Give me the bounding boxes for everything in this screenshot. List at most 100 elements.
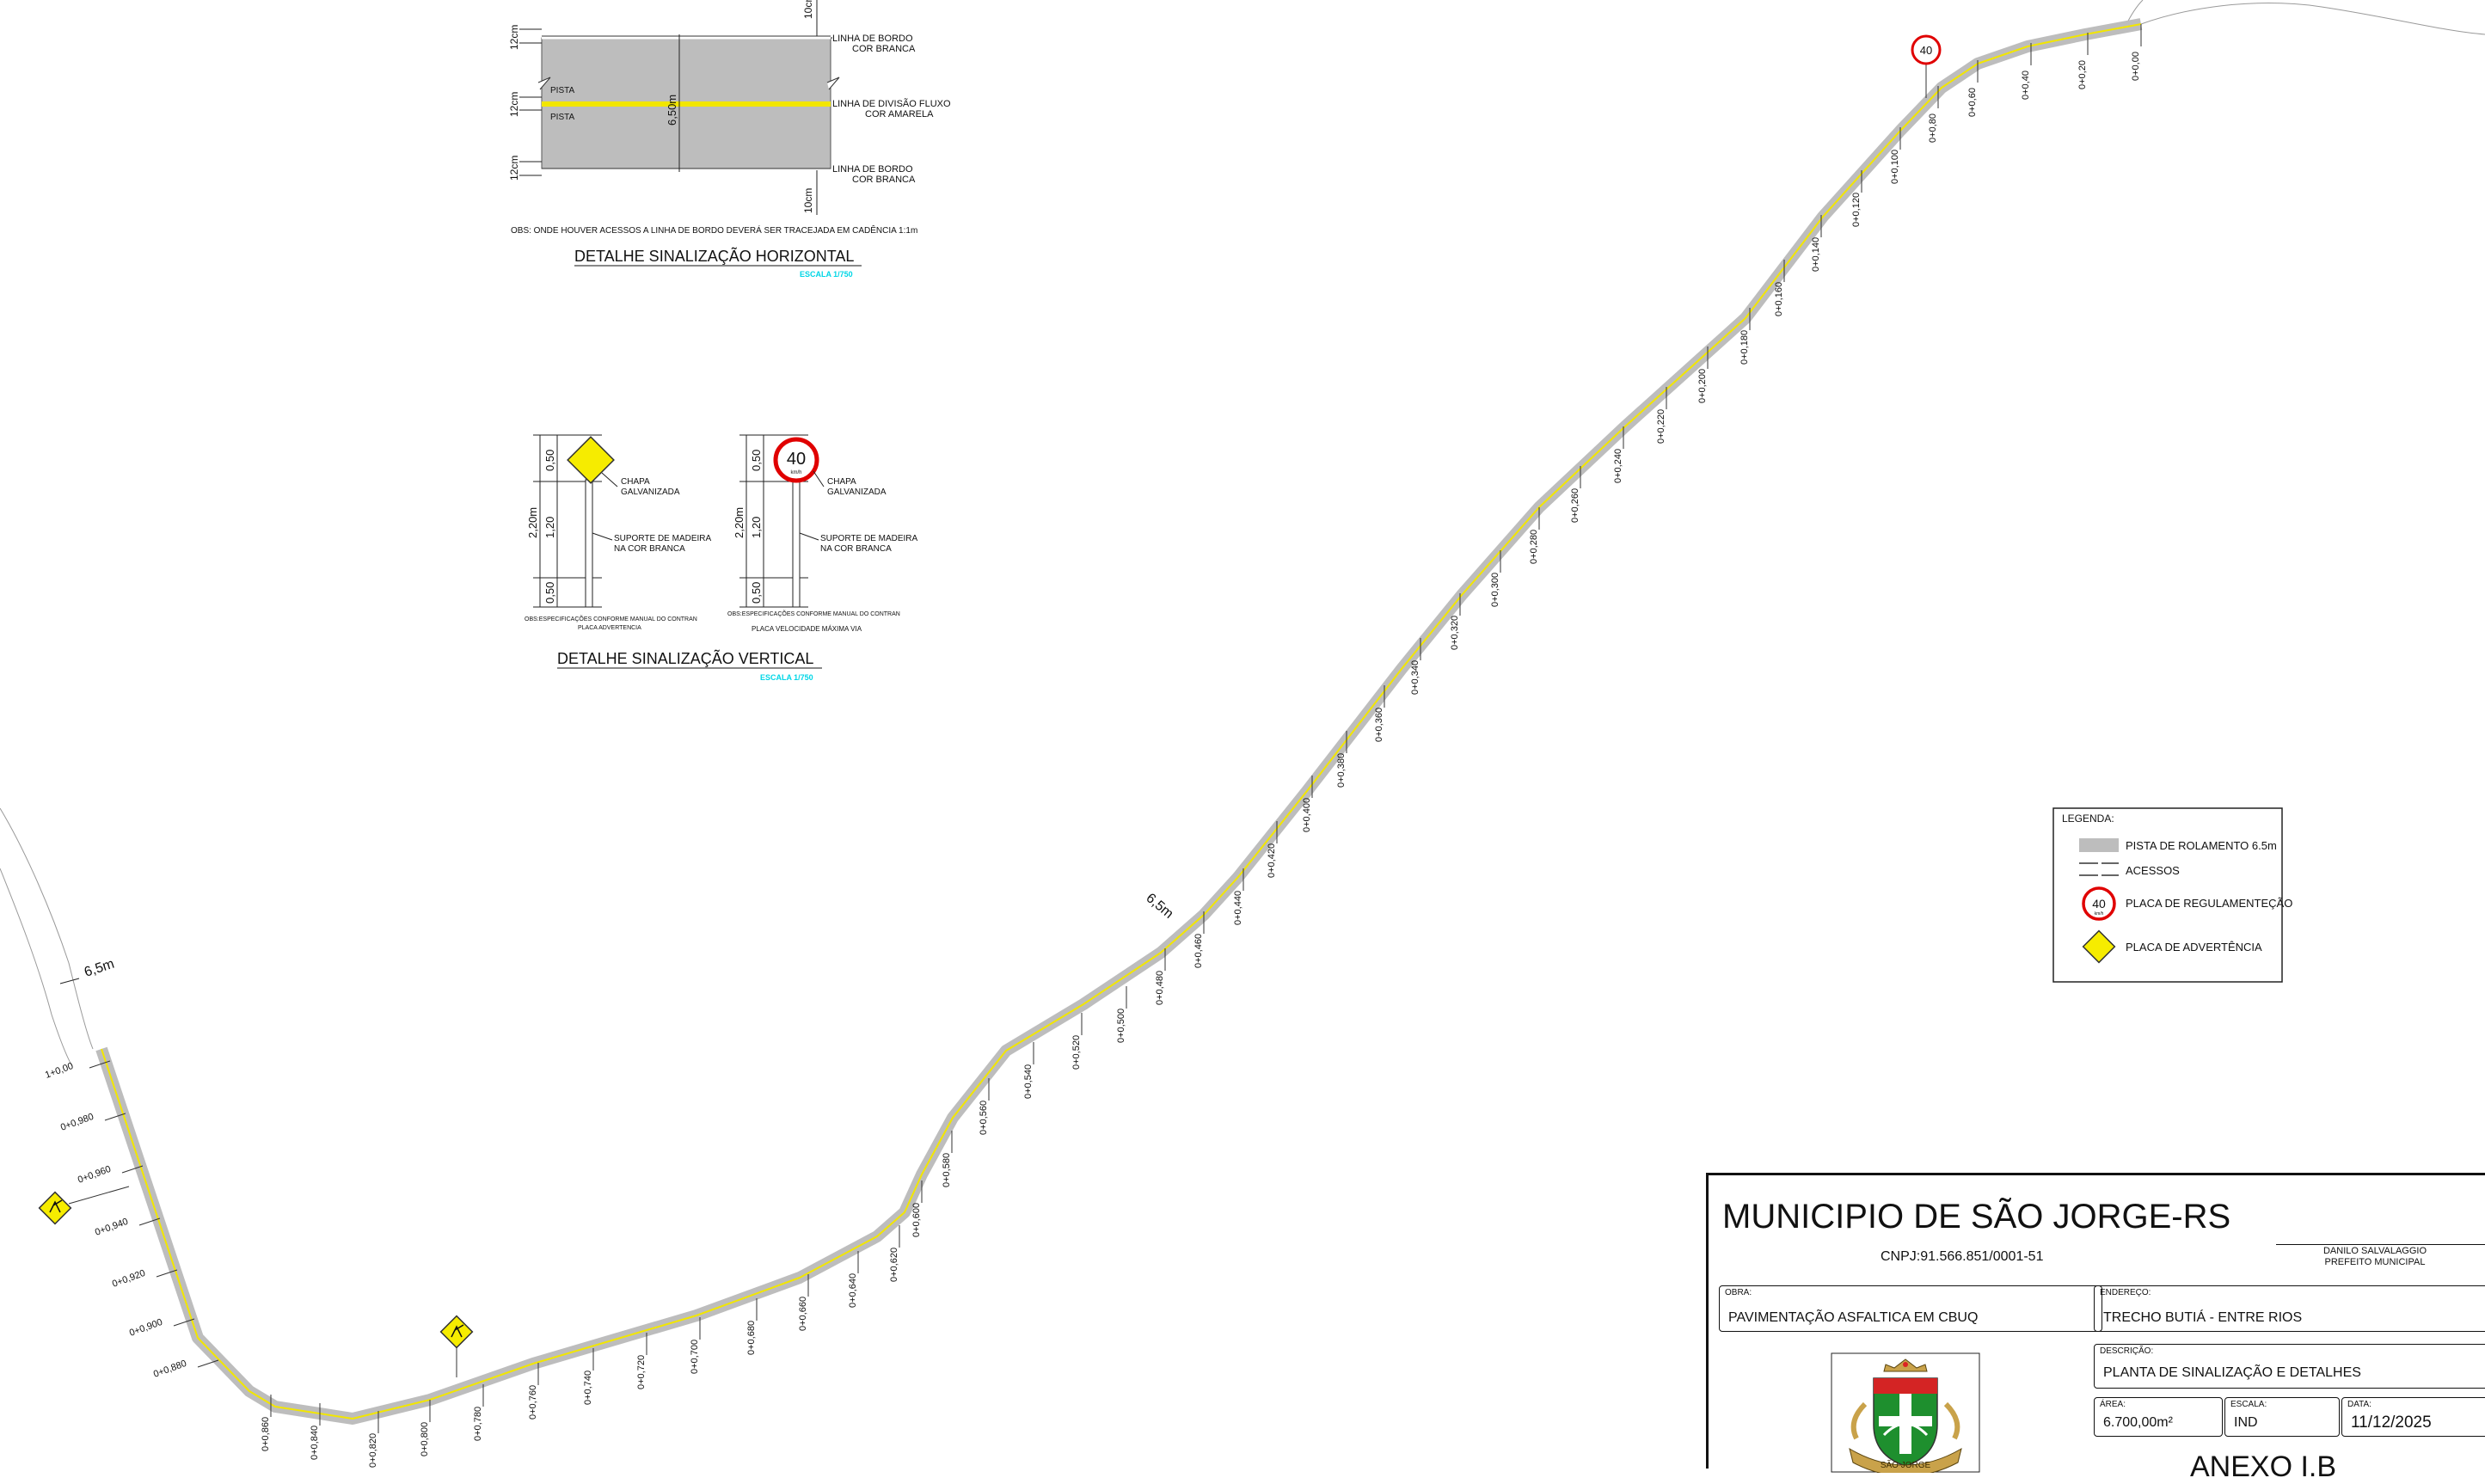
warning-sheet-label-1: CHAPA (621, 477, 650, 487)
station-label: 0+0,100 (1890, 150, 1900, 184)
station-label: 0+0,980 (59, 1112, 95, 1133)
plan-warning-symbol-left (49, 1199, 63, 1213)
edge-line-title-top: LINHA DE BORDO (832, 34, 913, 44)
speed-dim-050-top: 0,50 (750, 450, 763, 471)
station-label: 0+0,40 (2021, 71, 2031, 100)
warning-dim-050-top: 0,50 (543, 450, 556, 471)
horizontal-signage-detail: 6,50m 12cm 12cm 12cm 10cm 10cm PISTA PIS… (508, 0, 951, 279)
warning-caption: PLACA ADVERTENCIA (578, 625, 641, 631)
station-label: 0+0,520 (1071, 1035, 1082, 1070)
station-tick (121, 1165, 144, 1174)
station-label: 0+0,740 (583, 1371, 593, 1405)
legend-warning-icon (2082, 929, 2116, 964)
area-caption: ÁREA: (2100, 1400, 2126, 1409)
road-width-label-mid: 6,5m (1143, 891, 1175, 922)
descricao-box: DESCRIÇÃO: PLANTA DE SINALIZAÇÃO E DETAL… (2094, 1344, 2485, 1389)
endereco-caption: ENDEREÇO: (2100, 1288, 2151, 1297)
station-label: 0+0,420 (1267, 843, 1277, 878)
signer-name: DANILO SALVALAGGIO (2322, 1246, 2427, 1256)
warning-note: OBS:ESPECIFICAÇÕES CONFORME MANUAL DO CO… (525, 615, 697, 622)
station-label: 0+0,00 (2131, 52, 2141, 81)
station-label: 0+0,140 (1811, 237, 1821, 272)
plan-speed-sign (1911, 34, 1942, 65)
station-label: 0+0,640 (848, 1273, 858, 1308)
warning-support-label-2: NA COR BRANCA (614, 544, 685, 554)
cnpj: CNPJ:91.566.851/0001-51 (1881, 1249, 2044, 1264)
station-label: 0+0,500 (1116, 1009, 1126, 1043)
road-width-tick (59, 978, 80, 984)
road-plan: 0+0,00 0+0,20 0+0,40 0+0,60 0+0,80 0+0,100 0+0… (38, 18, 2143, 1468)
station-label: 0+0,260 (1570, 488, 1580, 523)
vertical-title: DETALHE SINALIZAÇÃO VERTICAL (557, 649, 813, 667)
warning-dim-050-bot: 0,50 (543, 582, 556, 604)
station-label: 0+0,160 (1774, 282, 1784, 316)
area-box: ÁREA: 6.700,00m² (2094, 1397, 2223, 1437)
legend: LEGENDA: PISTA DE ROLAMENTO 6.5m ACESSOS… (2052, 807, 2292, 983)
station-tick (138, 1217, 161, 1226)
station-label: 0+0,340 (1410, 660, 1420, 695)
station-label: 0+0,300 (1490, 573, 1500, 607)
station-label: 0+0,580 (942, 1153, 952, 1187)
station-label: 0+0,840 (310, 1426, 320, 1460)
legend-item-regulation: PLACA DE REGULAMENTEÇÃO (2126, 897, 2292, 910)
station-labels: 0+0,00 0+0,20 0+0,40 0+0,60 0+0,80 0+0,100 0+0… (261, 24, 2142, 1468)
speed-sheet-label-1: CHAPA (827, 477, 856, 487)
crest-text: SÃO JORGE (1881, 1459, 1931, 1470)
edge-line-color-top: COR BRANCA (852, 44, 916, 54)
signer-role: PREFEITO MUNICIPAL (2324, 1257, 2426, 1267)
escala-caption: ESCALA: (2230, 1400, 2267, 1409)
speed-sign-circle (773, 437, 819, 483)
dim-10cm-top: 10cm (802, 0, 814, 19)
station-label: 0+0,760 (528, 1385, 538, 1420)
terrain-line (0, 868, 73, 1067)
edge-line-title-bottom: LINHA DE BORDO (832, 164, 913, 175)
station-label: 0+0,460 (1193, 934, 1204, 968)
edge-line-color-bottom: COR BRANCA (852, 175, 916, 185)
speed-dim-120: 1,20 (750, 517, 763, 538)
dim-12cm-top: 12cm (508, 25, 520, 50)
station-label: 0+0,220 (1656, 409, 1666, 444)
warning-post (585, 479, 593, 608)
speed-dim-050-bot: 0,50 (750, 582, 763, 604)
station-label: 0+0,400 (1302, 798, 1312, 832)
station-label: 0+0,960 (77, 1164, 113, 1186)
data-value: 11/12/2025 (2351, 1413, 2432, 1432)
title-block: MUNICIPIO DE SÃO JORGE-RS CNPJ:91.566.85… (1706, 1173, 2485, 1483)
station-label: 0+0,480 (1155, 971, 1165, 1005)
station-label: 0+0,600 (911, 1203, 922, 1237)
station-label: 0+0,940 (94, 1217, 130, 1238)
warning-support-label-1: SUPORTE DE MADEIRA (614, 534, 711, 543)
break-mark (537, 77, 551, 90)
endereco-value: TRECHO BUTIÁ - ENTRE RIOS (2103, 1310, 2303, 1325)
dim-12cm-bot: 12cm (508, 156, 520, 181)
annex-label: ANEXO I.B (2190, 1450, 2337, 1483)
left-dimensions: 12cm 12cm 12cm (508, 25, 542, 181)
width-dim-label: 6,50m (666, 95, 678, 126)
center-line-color: COR AMARELA (865, 109, 934, 120)
speed-support-label-2: NA COR BRANCA (820, 544, 892, 554)
legend-item-road: PISTA DE ROLAMENTO 6.5m (2126, 839, 2277, 852)
horizontal-note: OBS: ONDE HOUVER ACESSOS A LINHA DE BORD… (511, 224, 917, 236)
station-label: 0+0,360 (1374, 708, 1384, 742)
station-tick (104, 1113, 126, 1121)
warning-dim-220: 2,20m (526, 507, 539, 538)
lane-label-top: PISTA (550, 86, 574, 95)
dim-12cm-mid: 12cm (508, 92, 520, 117)
road-width-label-left: 6,5m (83, 957, 116, 980)
station-label: 0+0,320 (1450, 616, 1460, 650)
data-box: DATA: 11/12/2025 (2341, 1397, 2485, 1437)
terrain-line (0, 807, 94, 1050)
vertical-scale: ESCALA 1/750 (760, 673, 813, 682)
station-tick (197, 1359, 219, 1368)
terrain-line (2140, 3, 2485, 35)
station-label: 0+0,540 (1023, 1064, 1034, 1099)
station-label: 0+0,820 (368, 1433, 378, 1468)
plan-speed-sign-value: 40 (1920, 44, 1932, 57)
station-tick (173, 1318, 195, 1327)
speed-caption: PLACA VELOCIDADE MÁXIMA VIA (752, 625, 862, 633)
area-value: 6.700,00m² (2103, 1415, 2173, 1430)
signer: DANILO SALVALAGGIO PREFEITO MUNICIPAL (2276, 1246, 2474, 1268)
station-label: 1+0,00 (44, 1061, 75, 1081)
speed-dim-220: 2,20m (733, 507, 746, 538)
station-tick (156, 1269, 178, 1278)
